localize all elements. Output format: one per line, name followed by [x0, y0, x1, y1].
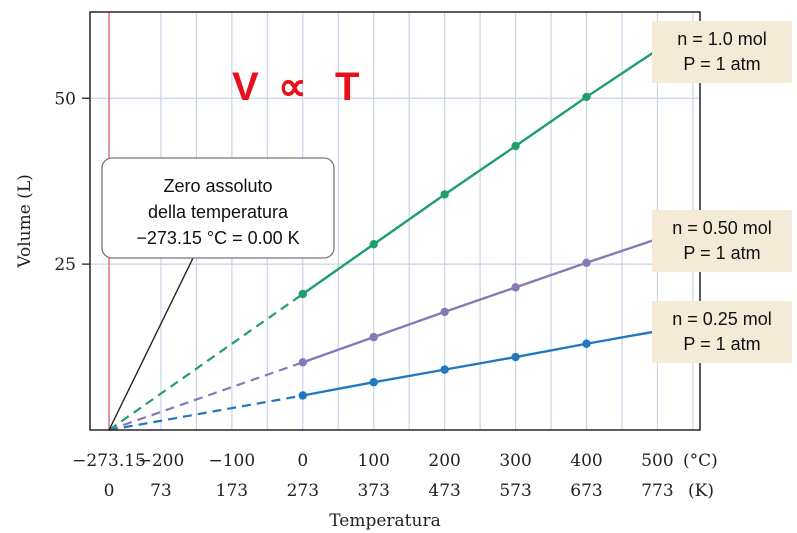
x-tick-label-celsius: −200: [138, 451, 185, 471]
x-tick-label-kelvin: 73: [150, 481, 172, 501]
annotation-line-3: −273.15 °C = 0.00 K: [136, 228, 299, 248]
x-tick-label-kelvin: 373: [357, 481, 389, 501]
series-1-point: [298, 289, 307, 299]
series-label-box: [652, 210, 792, 272]
series-3-point: [582, 339, 591, 348]
x-axis-label: Temperatura: [329, 511, 440, 531]
x-tick-label-kelvin: 273: [287, 481, 319, 501]
x-tick-label-kelvin: 0: [104, 481, 115, 501]
series-1-extrapolation: [108, 293, 304, 431]
series-3-extrapolation: [108, 394, 303, 432]
annotation-box: [101, 157, 335, 259]
series-3-point: [440, 365, 449, 374]
x-tick-label-celsius: 100: [357, 451, 389, 471]
x-tick-label-celsius: −100: [209, 451, 256, 471]
x-tick-label-celsius: 300: [499, 451, 531, 471]
x-tick-label-kelvin: 173: [216, 481, 248, 501]
series-label-box: [652, 21, 792, 83]
series-3-line: [302, 329, 658, 397]
x-tick-label-kelvin: 573: [499, 481, 531, 501]
x-axis-ticks: −273.15 0 −200 73 −100 173 0 273 100 373 200 473 300…: [72, 451, 673, 501]
x-tick-label-kelvin: 773: [641, 481, 673, 501]
series-2-point: [369, 332, 378, 342]
series-label-n: n = 0.25 mol: [672, 309, 772, 329]
series-label-n: n = 1.0 mol: [677, 29, 767, 49]
y-axis-ticks: 25 50: [54, 89, 90, 275]
x-unit-celsius: (°C): [683, 451, 718, 471]
series-1-point: [511, 141, 520, 151]
x-tick-label-kelvin: 673: [570, 481, 602, 501]
x-tick-label-celsius: 0: [297, 451, 308, 471]
y-axis-label: Volume (L): [15, 174, 35, 268]
series-3-point: [369, 378, 378, 387]
series-3-point: [298, 391, 307, 400]
series-label-2: n = 0.50 mol P = 1 atm: [652, 210, 792, 272]
series-1-line: [302, 48, 659, 295]
series-2-extrapolation: [108, 361, 304, 432]
series-label-p: P = 1 atm: [683, 334, 760, 354]
x-tick-label-celsius: 200: [428, 451, 460, 471]
series-lines: [108, 48, 659, 432]
series-label-3: n = 0.25 mol P = 1 atm: [652, 301, 792, 363]
series-2-point: [298, 358, 307, 367]
annotation-line-2: della temperatura: [148, 202, 289, 222]
series-1-point: [369, 240, 378, 249]
series-2-point: [582, 258, 591, 267]
series-label-n: n = 0.50 mol: [672, 218, 772, 238]
series-2-line: [302, 237, 658, 364]
annotation-line-1: Zero assoluto: [163, 176, 272, 196]
absolute-zero-annotation: Zero assoluto della temperatura −273.15 …: [101, 157, 335, 431]
x-unit-kelvin: (K): [688, 481, 714, 501]
series-label-p: P = 1 atm: [683, 243, 760, 263]
formula-v-prop-t: V ∝ T: [232, 65, 359, 109]
series-1-point: [440, 190, 449, 199]
series-3-point: [511, 352, 520, 362]
series-2-point: [440, 307, 449, 317]
y-tick-label: 25: [54, 255, 76, 275]
grid: [89, 12, 700, 430]
y-tick-label: 50: [54, 89, 76, 109]
series-2-point: [511, 283, 520, 292]
x-tick-label-celsius: 400: [570, 451, 602, 471]
annotation-pointer: [108, 255, 195, 431]
x-tick-label-kelvin: 473: [428, 481, 460, 501]
series-label-1: n = 1.0 mol P = 1 atm: [652, 21, 792, 83]
series-labels: n = 1.0 mol P = 1 atm n = 0.50 mol P = 1…: [652, 21, 792, 363]
formula-proportional-symbol: ∝: [278, 65, 307, 109]
series-label-box: [652, 301, 792, 363]
series-points: [298, 45, 662, 400]
formula-t: T: [335, 65, 359, 109]
x-tick-label-celsius: −273.15: [72, 451, 146, 471]
series-1-point: [582, 92, 591, 102]
x-tick-label-celsius: 500: [641, 451, 673, 471]
formula-v: V: [232, 65, 259, 109]
series-label-p: P = 1 atm: [683, 54, 760, 74]
